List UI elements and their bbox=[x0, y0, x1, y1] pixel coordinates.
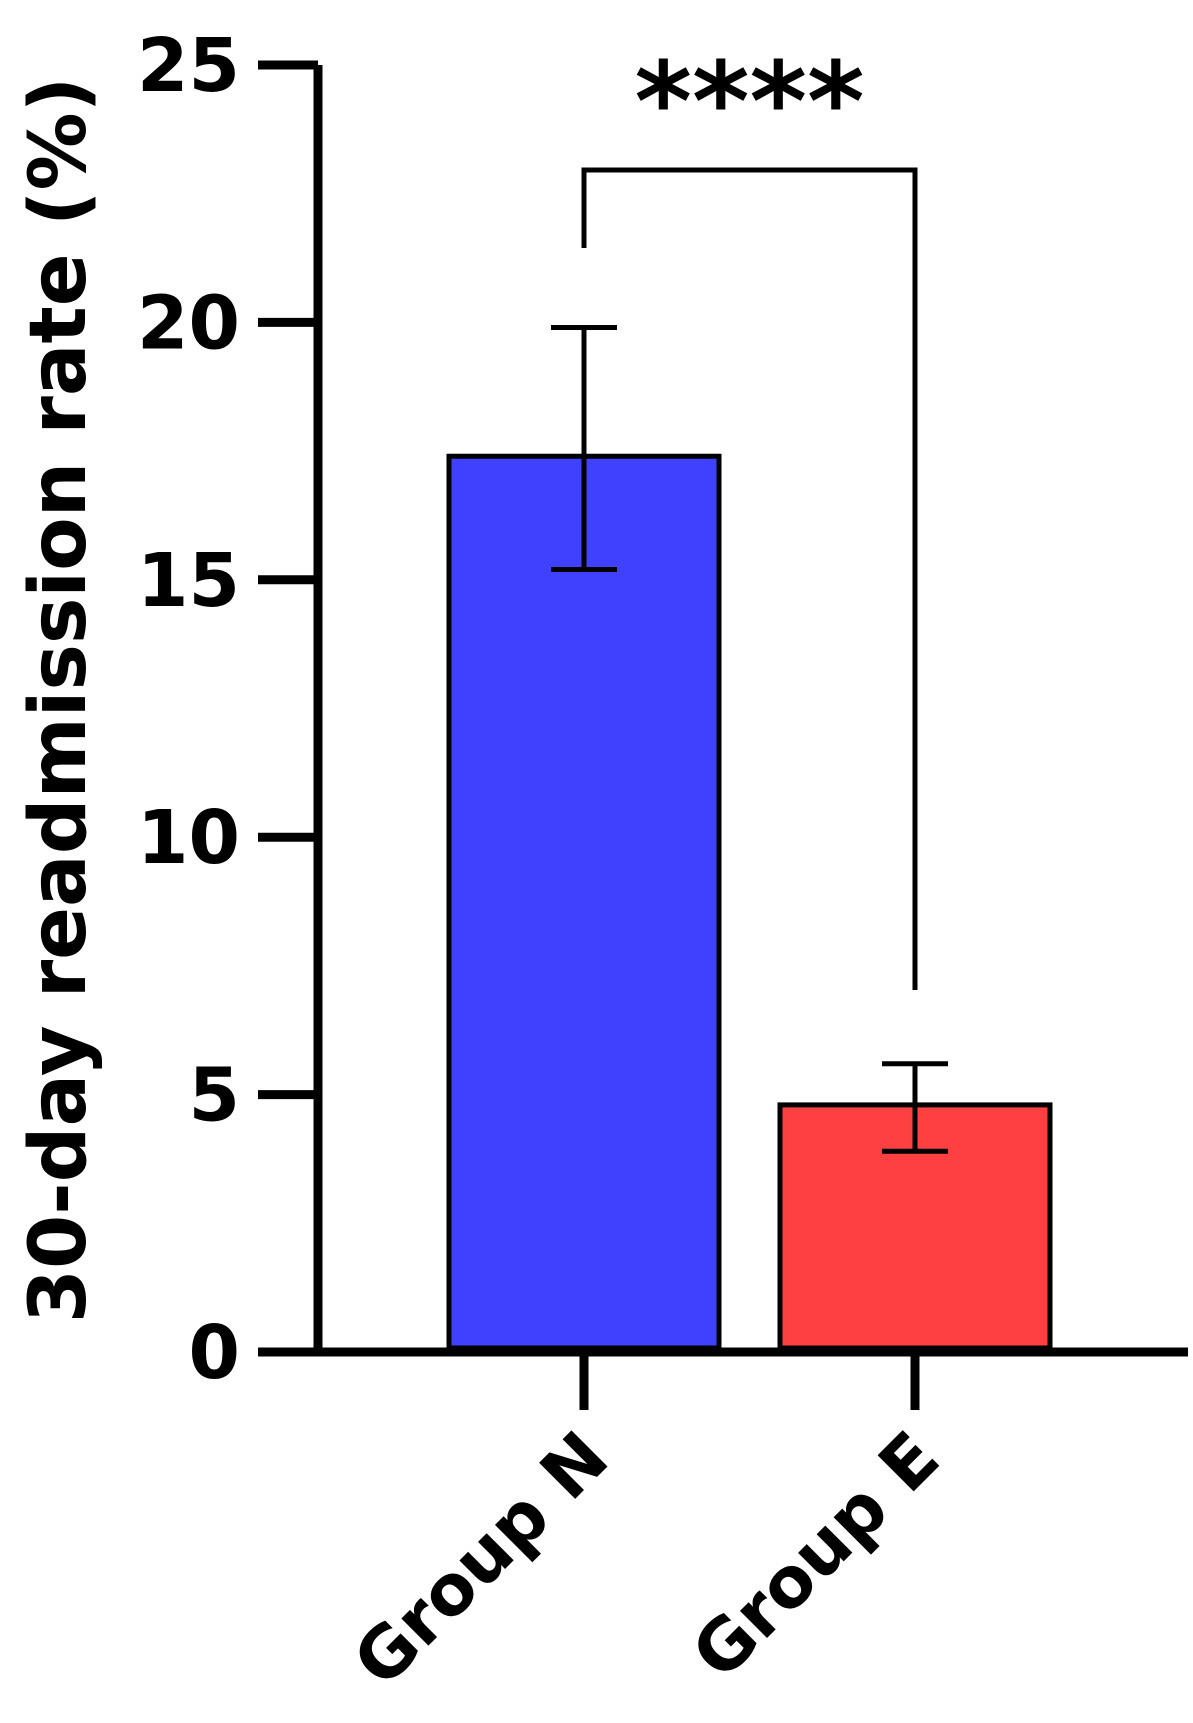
axes bbox=[313, 65, 1188, 1357]
y-tick-label: 0 bbox=[189, 1310, 241, 1396]
y-tick-label: 10 bbox=[137, 795, 240, 881]
bars bbox=[446, 453, 1053, 1351]
y-tick-label: 20 bbox=[137, 280, 240, 366]
y-ticks: 0 5 10 15 20 25 bbox=[137, 23, 318, 1396]
significance-stars: **** bbox=[634, 38, 864, 166]
error-bars bbox=[551, 325, 948, 1154]
y-axis-title: 30-day readmission rate (%) bbox=[14, 77, 104, 1324]
significance-bracket bbox=[581, 167, 918, 990]
y-tick-label: 25 bbox=[137, 23, 240, 109]
y-tick-label: 5 bbox=[189, 1053, 241, 1139]
bar-group-n bbox=[446, 453, 722, 1351]
x-categories: Group N Group E bbox=[338, 1352, 955, 1702]
x-category-label: Group N bbox=[338, 1416, 624, 1702]
significance-annotation: **** bbox=[581, 38, 918, 990]
x-category-label: Group E bbox=[676, 1416, 955, 1695]
y-tick-label: 15 bbox=[137, 538, 240, 624]
